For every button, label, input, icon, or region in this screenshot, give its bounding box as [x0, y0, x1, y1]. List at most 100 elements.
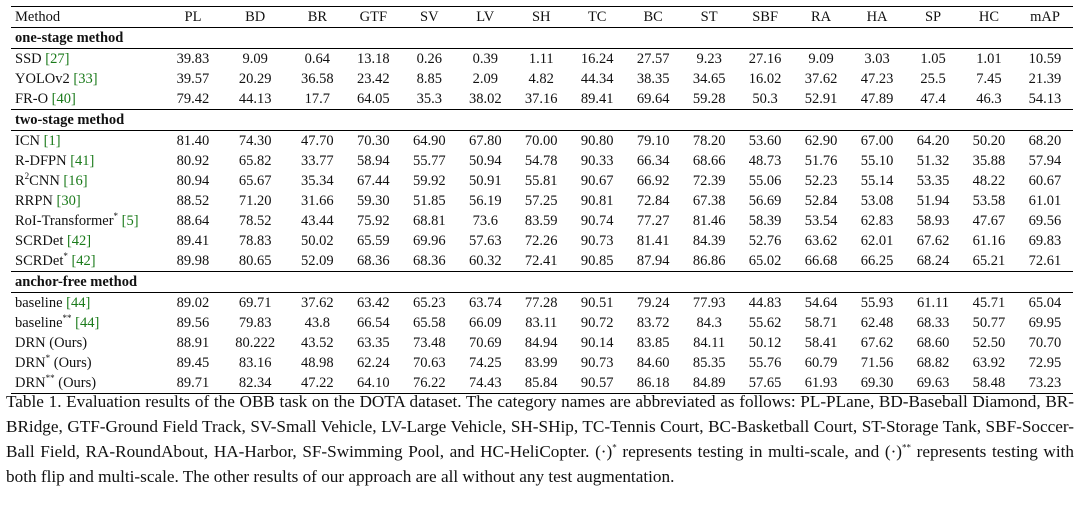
cell-ra: 51.76	[804, 153, 838, 169]
cell-st: 84.3	[696, 315, 722, 331]
cell-sp: 58.93	[916, 213, 950, 229]
citation-link[interactable]: [30]	[56, 193, 81, 209]
citation-link[interactable]: [5]	[121, 213, 139, 229]
cell-tc: 90.67	[580, 173, 614, 189]
citation-link[interactable]: [33]	[73, 71, 98, 87]
citation-link[interactable]: [27]	[45, 51, 70, 67]
cell-ra: 54.64	[804, 295, 838, 311]
column-header-sv: SV	[420, 9, 439, 25]
cell-br: 47.70	[301, 133, 334, 149]
cell-bc: 81.41	[636, 233, 670, 249]
cell-bd: 74.30	[238, 133, 272, 149]
cell-br: 47.22	[301, 375, 334, 391]
cell-br: 52.09	[301, 253, 334, 269]
cell-gtf: 13.18	[357, 51, 390, 67]
cell-map: 54.13	[1028, 91, 1062, 107]
cell-st: 68.66	[692, 153, 726, 169]
cell-hc: 63.92	[972, 355, 1006, 371]
cell-ha: 62.48	[860, 315, 894, 331]
cell-bd: 65.82	[238, 153, 272, 169]
citation-link[interactable]: [44]	[75, 315, 100, 331]
cell-bc: 69.64	[636, 91, 670, 107]
method-name: FR-O [40]	[11, 89, 165, 110]
cell-ra: 52.84	[804, 193, 838, 209]
cell-st: 84.89	[692, 375, 726, 391]
cell-br: 0.64	[304, 51, 331, 67]
cell-lv: 73.6	[472, 213, 498, 229]
cell-tc: 90.51	[580, 295, 614, 311]
column-header-ha: HA	[866, 9, 888, 25]
cell-ha: 47.23	[860, 71, 894, 87]
method-name: RRPN [30]	[11, 191, 165, 211]
cell-lv: 66.09	[468, 315, 502, 331]
cell-tc: 90.85	[580, 253, 614, 269]
method-name: RoI-Transformer* [5]	[11, 211, 165, 231]
citation-link[interactable]: [40]	[51, 91, 76, 107]
cell-sh: 72.26	[524, 233, 558, 249]
method-label: RRPN	[15, 193, 57, 209]
method-label: ICN	[15, 133, 44, 149]
cell-br: 36.58	[301, 71, 334, 87]
cell-tc: 90.81	[580, 193, 614, 209]
cell-pl: 89.45	[176, 355, 210, 371]
cell-ra: 63.62	[804, 233, 838, 249]
method-label: SSD	[15, 51, 46, 67]
section-title: one-stage method	[15, 30, 124, 46]
cell-sbf: 56.69	[748, 193, 782, 209]
citation-link[interactable]: [41]	[70, 153, 95, 169]
cell-sbf: 52.76	[748, 233, 782, 249]
cell-st: 67.38	[692, 193, 726, 209]
cell-bc: 84.60	[636, 355, 670, 371]
cell-sbf: 65.02	[748, 253, 782, 269]
method-superscript: *	[45, 353, 51, 364]
cell-sbf: 55.62	[748, 315, 782, 331]
method-name: baseline [44]	[11, 293, 165, 314]
cell-ha: 55.10	[860, 153, 894, 169]
cell-gtf: 63.42	[357, 295, 390, 311]
cell-hc: 65.21	[972, 253, 1006, 269]
section-title: anchor-free method	[15, 274, 138, 290]
cell-sv: 76.22	[412, 375, 446, 391]
cell-pl: 79.42	[176, 91, 210, 107]
cell-pl: 89.98	[176, 253, 210, 269]
table-row: SSD [27] 39.83 9.09 0.64 13.18 0.26 0.39 1.11 16…	[11, 49, 1073, 70]
method-label: FR-O	[15, 91, 52, 107]
method-label: SCRDet	[15, 253, 64, 269]
cell-sh: 83.11	[525, 315, 558, 331]
cell-lv: 50.91	[468, 173, 502, 189]
cell-map: 72.95	[1028, 355, 1062, 371]
cell-lv: 0.39	[472, 51, 498, 67]
cell-ra: 37.62	[804, 71, 838, 87]
cell-sbf: 50.3	[752, 91, 778, 107]
method-name: DRN (Ours)	[11, 333, 165, 353]
method-name: SCRDet [42]	[11, 231, 165, 251]
cell-sbf: 44.83	[748, 295, 782, 311]
method-name: DRN* (Ours)	[11, 353, 165, 373]
method-superscript: *	[113, 211, 119, 222]
cell-br: 43.44	[301, 213, 334, 229]
cell-tc: 89.41	[580, 91, 614, 107]
cell-gtf: 64.05	[357, 91, 390, 107]
cell-hc: 45.71	[972, 295, 1006, 311]
citation-link[interactable]: [42]	[71, 253, 96, 269]
cell-ha: 67.62	[860, 335, 894, 351]
table-row: SCRDet* [42] 89.98 80.65 52.09 68.36 68.36 60.…	[11, 251, 1073, 272]
method-name: SCRDet* [42]	[11, 251, 165, 272]
cell-sp: 67.62	[916, 233, 950, 249]
cell-sp: 51.94	[916, 193, 950, 209]
cell-map: 69.83	[1028, 233, 1062, 249]
citation-link[interactable]: [42]	[66, 233, 92, 249]
citation-link[interactable]: [16]	[63, 173, 88, 189]
cell-bc: 83.72	[636, 315, 670, 331]
cell-map: 70.70	[1028, 335, 1062, 351]
cell-st: 59.28	[692, 91, 726, 107]
cell-lv: 74.25	[468, 355, 502, 371]
cell-bc: 79.10	[636, 133, 670, 149]
method-label: baseline	[15, 315, 63, 331]
column-header-ra: RA	[811, 9, 832, 25]
cell-br: 43.52	[301, 335, 334, 351]
citation-link[interactable]: [1]	[43, 133, 61, 149]
citation-link[interactable]: [44]	[66, 295, 91, 311]
cell-map: 72.61	[1028, 253, 1062, 269]
